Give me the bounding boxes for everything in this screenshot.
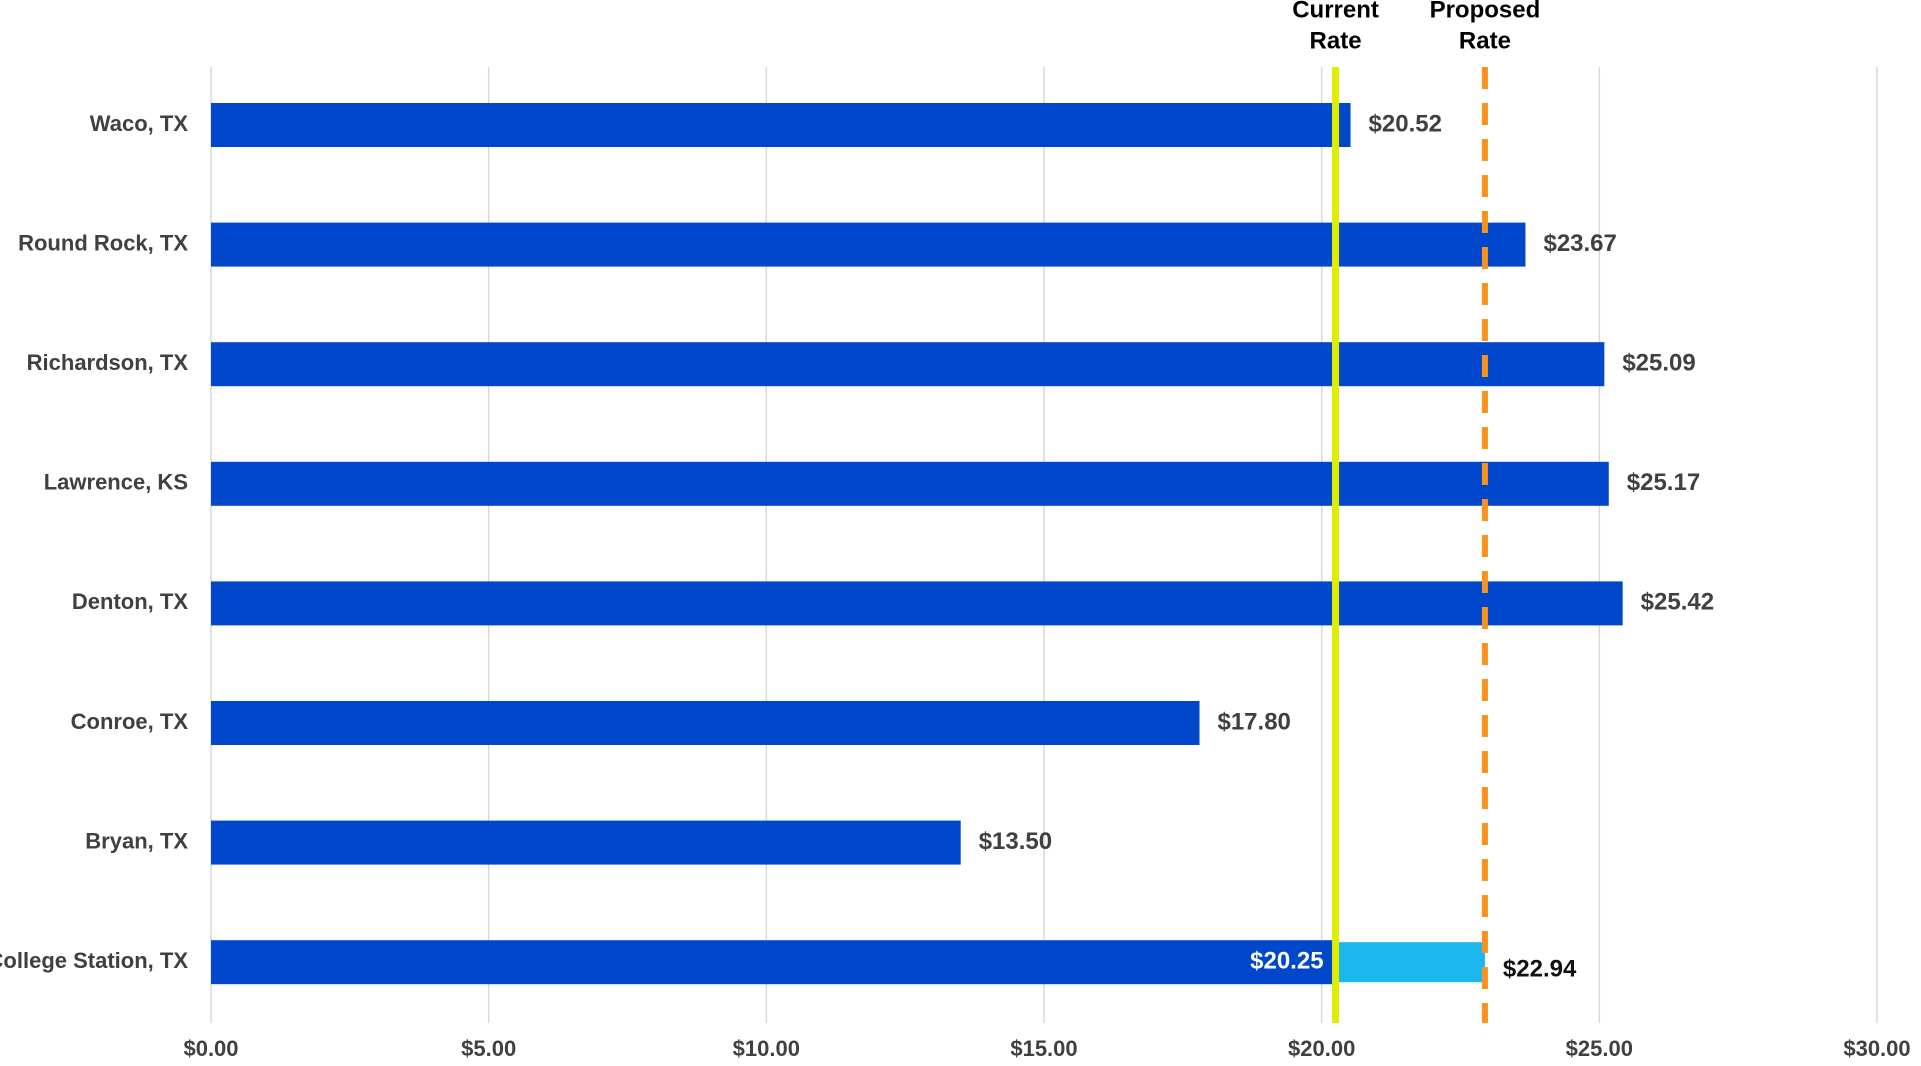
reference-label: Rate: [1310, 27, 1362, 54]
category-label: Waco, TX: [90, 111, 189, 136]
category-label: Denton, TX: [72, 589, 188, 614]
reference-label: Current: [1292, 0, 1379, 23]
value-label: $25.42: [1641, 589, 1714, 616]
bar: [211, 701, 1200, 745]
bar: [211, 581, 1623, 626]
x-tick-label: $0.00: [183, 1036, 238, 1061]
x-tick-label: $20.00: [1288, 1036, 1355, 1061]
category-label: Bryan, TX: [85, 828, 188, 853]
bar: [211, 461, 1609, 506]
reference-label: Proposed: [1430, 0, 1541, 23]
x-tick-label: $5.00: [461, 1036, 516, 1061]
category-label: College Station, TX: [0, 948, 188, 973]
value-label: $22.94: [1503, 956, 1577, 983]
value-label: $23.67: [1543, 230, 1616, 257]
x-tick-label: $10.00: [733, 1036, 800, 1061]
value-label: $25.09: [1622, 350, 1695, 377]
category-label: Conroe, TX: [71, 709, 189, 734]
value-label: $20.52: [1369, 110, 1442, 137]
value-label: $25.17: [1627, 469, 1700, 496]
bar: [211, 820, 961, 865]
category-label: Round Rock, TX: [18, 230, 188, 255]
bar: [211, 342, 1605, 387]
category-label: Lawrence, KS: [44, 470, 188, 495]
reference-label: Rate: [1459, 27, 1511, 54]
value-label: $17.80: [1217, 708, 1290, 735]
x-tick-label: $30.00: [1843, 1036, 1910, 1061]
category-label: Richardson, TX: [27, 350, 189, 375]
bar: [211, 940, 1336, 985]
value-label: $13.50: [979, 828, 1052, 855]
x-tick-label: $25.00: [1566, 1036, 1633, 1061]
x-tick-label: $15.00: [1010, 1036, 1077, 1061]
value-label: $20.25: [1250, 948, 1323, 975]
bar: [211, 103, 1351, 147]
bar: [211, 222, 1526, 267]
